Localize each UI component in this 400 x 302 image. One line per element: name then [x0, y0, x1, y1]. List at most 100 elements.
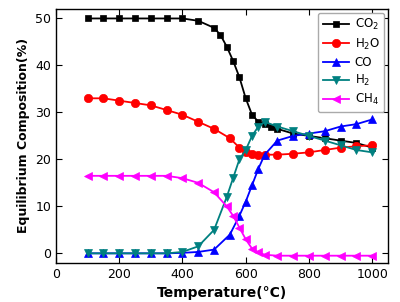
- CH$_4$: [224, 204, 229, 208]
- CO$_2$: [269, 125, 274, 128]
- H$_2$: [231, 176, 236, 180]
- H$_2$O: [338, 146, 343, 149]
- CO: [256, 167, 261, 171]
- H$_2$O: [133, 101, 138, 105]
- H$_2$O: [306, 150, 311, 154]
- CH$_4$: [212, 191, 216, 194]
- Line: H$_2$O: H$_2$O: [84, 94, 376, 159]
- CO: [237, 214, 242, 217]
- CH$_4$: [338, 254, 343, 258]
- H$_2$: [262, 120, 267, 124]
- CH$_4$: [322, 254, 327, 258]
- H$_2$O: [228, 137, 232, 140]
- H$_2$: [275, 125, 280, 128]
- CH$_4$: [180, 176, 185, 180]
- H$_2$O: [243, 150, 248, 154]
- H$_2$: [85, 252, 90, 255]
- CO$_2$: [212, 26, 216, 30]
- CO$_2$: [231, 59, 236, 63]
- H$_2$: [180, 250, 185, 254]
- H$_2$: [322, 139, 327, 143]
- CO$_2$: [237, 76, 242, 79]
- CO$_2$: [85, 17, 90, 20]
- CO$_2$: [164, 17, 169, 20]
- H$_2$: [196, 245, 201, 248]
- CO$_2$: [275, 127, 280, 131]
- CO$_2$: [322, 137, 327, 140]
- Line: CH$_4$: CH$_4$: [84, 172, 376, 260]
- CO: [354, 122, 359, 126]
- Line: H$_2$: H$_2$: [84, 118, 376, 258]
- H$_2$O: [85, 97, 90, 100]
- CO: [101, 252, 106, 255]
- H$_2$O: [262, 153, 267, 156]
- CO$_2$: [218, 33, 223, 37]
- CO$_2$: [370, 146, 374, 149]
- H$_2$O: [275, 153, 280, 156]
- CO$_2$: [306, 134, 311, 138]
- CO$_2$: [180, 17, 185, 20]
- CH$_4$: [101, 174, 106, 178]
- Legend: CO$_2$, H$_2$O, CO, H$_2$, CH$_4$: CO$_2$, H$_2$O, CO, H$_2$, CH$_4$: [318, 13, 384, 112]
- H$_2$: [250, 134, 254, 138]
- CO: [243, 200, 248, 204]
- H$_2$O: [256, 153, 261, 156]
- CO$_2$: [262, 122, 267, 126]
- CO$_2$: [133, 17, 138, 20]
- CH$_4$: [237, 226, 242, 229]
- H$_2$: [243, 148, 248, 152]
- CO: [196, 250, 201, 254]
- H$_2$: [148, 252, 153, 255]
- H$_2$O: [117, 99, 122, 102]
- CO: [275, 139, 280, 143]
- H$_2$O: [196, 120, 201, 124]
- CO$_2$: [338, 139, 343, 143]
- H$_2$O: [370, 143, 374, 147]
- Line: CO$_2$: CO$_2$: [84, 15, 376, 151]
- H$_2$O: [291, 152, 296, 156]
- CO: [250, 183, 254, 187]
- H$_2$: [164, 252, 169, 255]
- CH$_4$: [117, 174, 122, 178]
- H$_2$: [212, 228, 216, 232]
- H$_2$O: [237, 146, 242, 149]
- CH$_4$: [164, 174, 169, 178]
- CH$_4$: [291, 254, 296, 258]
- H$_2$O: [212, 127, 216, 131]
- CO$_2$: [148, 17, 153, 20]
- CO$_2$: [243, 97, 248, 100]
- H$_2$: [338, 143, 343, 147]
- CO: [85, 252, 90, 255]
- CO: [370, 118, 374, 121]
- CH$_4$: [85, 174, 90, 178]
- H$_2$O: [101, 97, 106, 100]
- H$_2$: [306, 134, 311, 138]
- CH$_4$: [262, 253, 267, 257]
- CO$_2$: [117, 17, 122, 20]
- CO: [338, 125, 343, 128]
- CH$_4$: [306, 254, 311, 258]
- Y-axis label: Equilibrium Composition(%): Equilibrium Composition(%): [16, 38, 30, 233]
- CO$_2$: [196, 19, 201, 23]
- CH$_4$: [243, 237, 248, 241]
- CO: [228, 233, 232, 236]
- CO: [262, 153, 267, 156]
- CO$_2$: [101, 17, 106, 20]
- CH$_4$: [250, 247, 254, 250]
- CO: [291, 134, 296, 138]
- H$_2$: [370, 150, 374, 154]
- H$_2$: [117, 252, 122, 255]
- CO: [306, 132, 311, 135]
- CO: [117, 252, 122, 255]
- H$_2$: [133, 252, 138, 255]
- CO: [148, 252, 153, 255]
- H$_2$: [237, 158, 242, 161]
- H$_2$O: [148, 104, 153, 107]
- CH$_4$: [256, 251, 261, 254]
- CH$_4$: [231, 214, 236, 217]
- H$_2$O: [164, 108, 169, 112]
- H$_2$O: [180, 113, 185, 117]
- H$_2$: [224, 195, 229, 199]
- H$_2$: [101, 252, 106, 255]
- H$_2$: [291, 129, 296, 133]
